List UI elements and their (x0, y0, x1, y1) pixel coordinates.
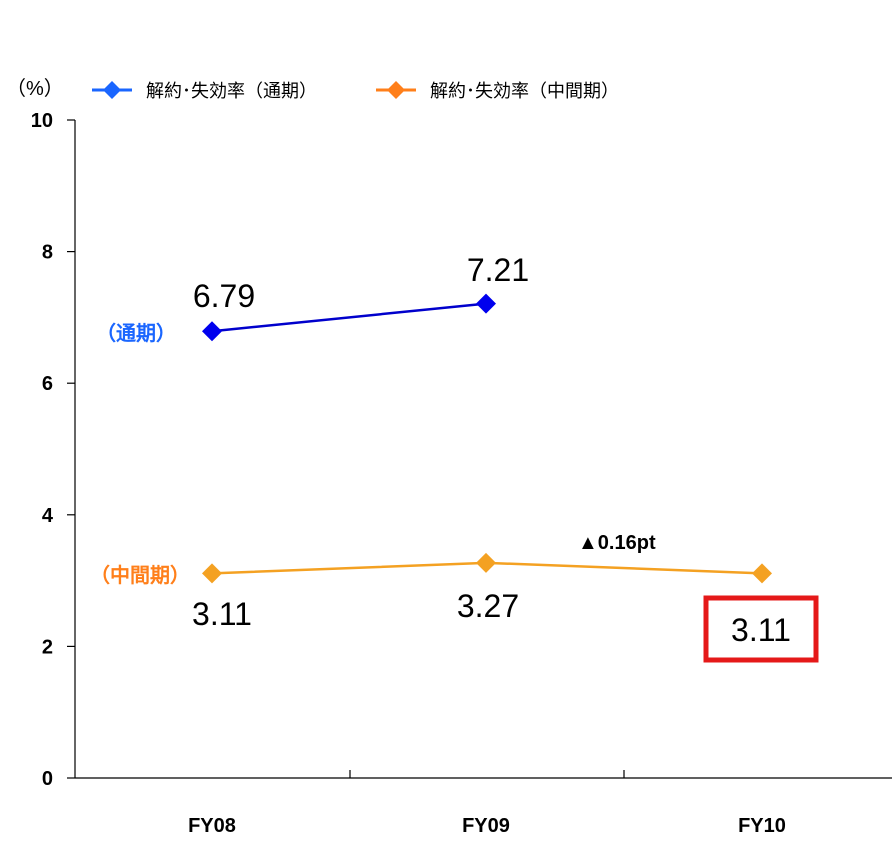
y-tick-label-0: 0 (42, 768, 53, 790)
y-tick-label-10: 10 (31, 110, 53, 132)
y-tick-label-2: 2 (42, 636, 53, 658)
legend-marker-1 (103, 81, 121, 99)
x-tick-label-fy08: FY08 (188, 815, 236, 837)
label-layer: 6.79 7.21 3.11 3.27 3.11 （通期） （中間期） ▲0.16pt (90, 252, 819, 663)
value-label-s1-fy08: 6.79 (193, 278, 255, 314)
x-tick-label-fy10: FY10 (738, 815, 786, 837)
series-2-point-fy09 (476, 552, 496, 573)
value-label-s2-fy10: 3.11 (731, 612, 791, 648)
value-label-s2-fy09: 3.27 (457, 588, 519, 624)
y-unit-label: （%） (6, 77, 64, 100)
legend-label-2: 解約･失効率（中間期） (430, 81, 619, 101)
series-line-1 (211, 302, 487, 333)
legend: 解約･失効率（通期） 解約･失効率（中間期） (92, 81, 619, 101)
series-layer (202, 293, 772, 584)
change-annotation: ▲0.16pt (578, 532, 656, 554)
x-tick-label-fy09: FY09 (462, 815, 510, 837)
legend-marker-2 (387, 81, 405, 99)
y-tick-label-6: 6 (42, 373, 53, 395)
value-label-s2-fy08: 3.11 (192, 596, 252, 632)
series-2-point-fy08 (202, 563, 222, 584)
series-2-point-fy10 (752, 563, 772, 584)
side-label-interim: （中間期） (90, 563, 190, 587)
series-1-point-fy08 (202, 321, 222, 342)
legend-label-1: 解約･失効率（通期） (146, 81, 317, 101)
highlight-box (703, 595, 819, 663)
series-1-point-fy09 (476, 293, 496, 314)
y-tick-label-8: 8 (42, 242, 53, 264)
y-tick-label-4: 4 (42, 505, 54, 527)
value-label-s1-fy09: 7.21 (467, 252, 529, 288)
side-label-full-year: （通期） (96, 322, 176, 345)
axes-layer: 0 2 4 6 8 10 FY08 FY09 FY10 （%） (6, 77, 892, 837)
